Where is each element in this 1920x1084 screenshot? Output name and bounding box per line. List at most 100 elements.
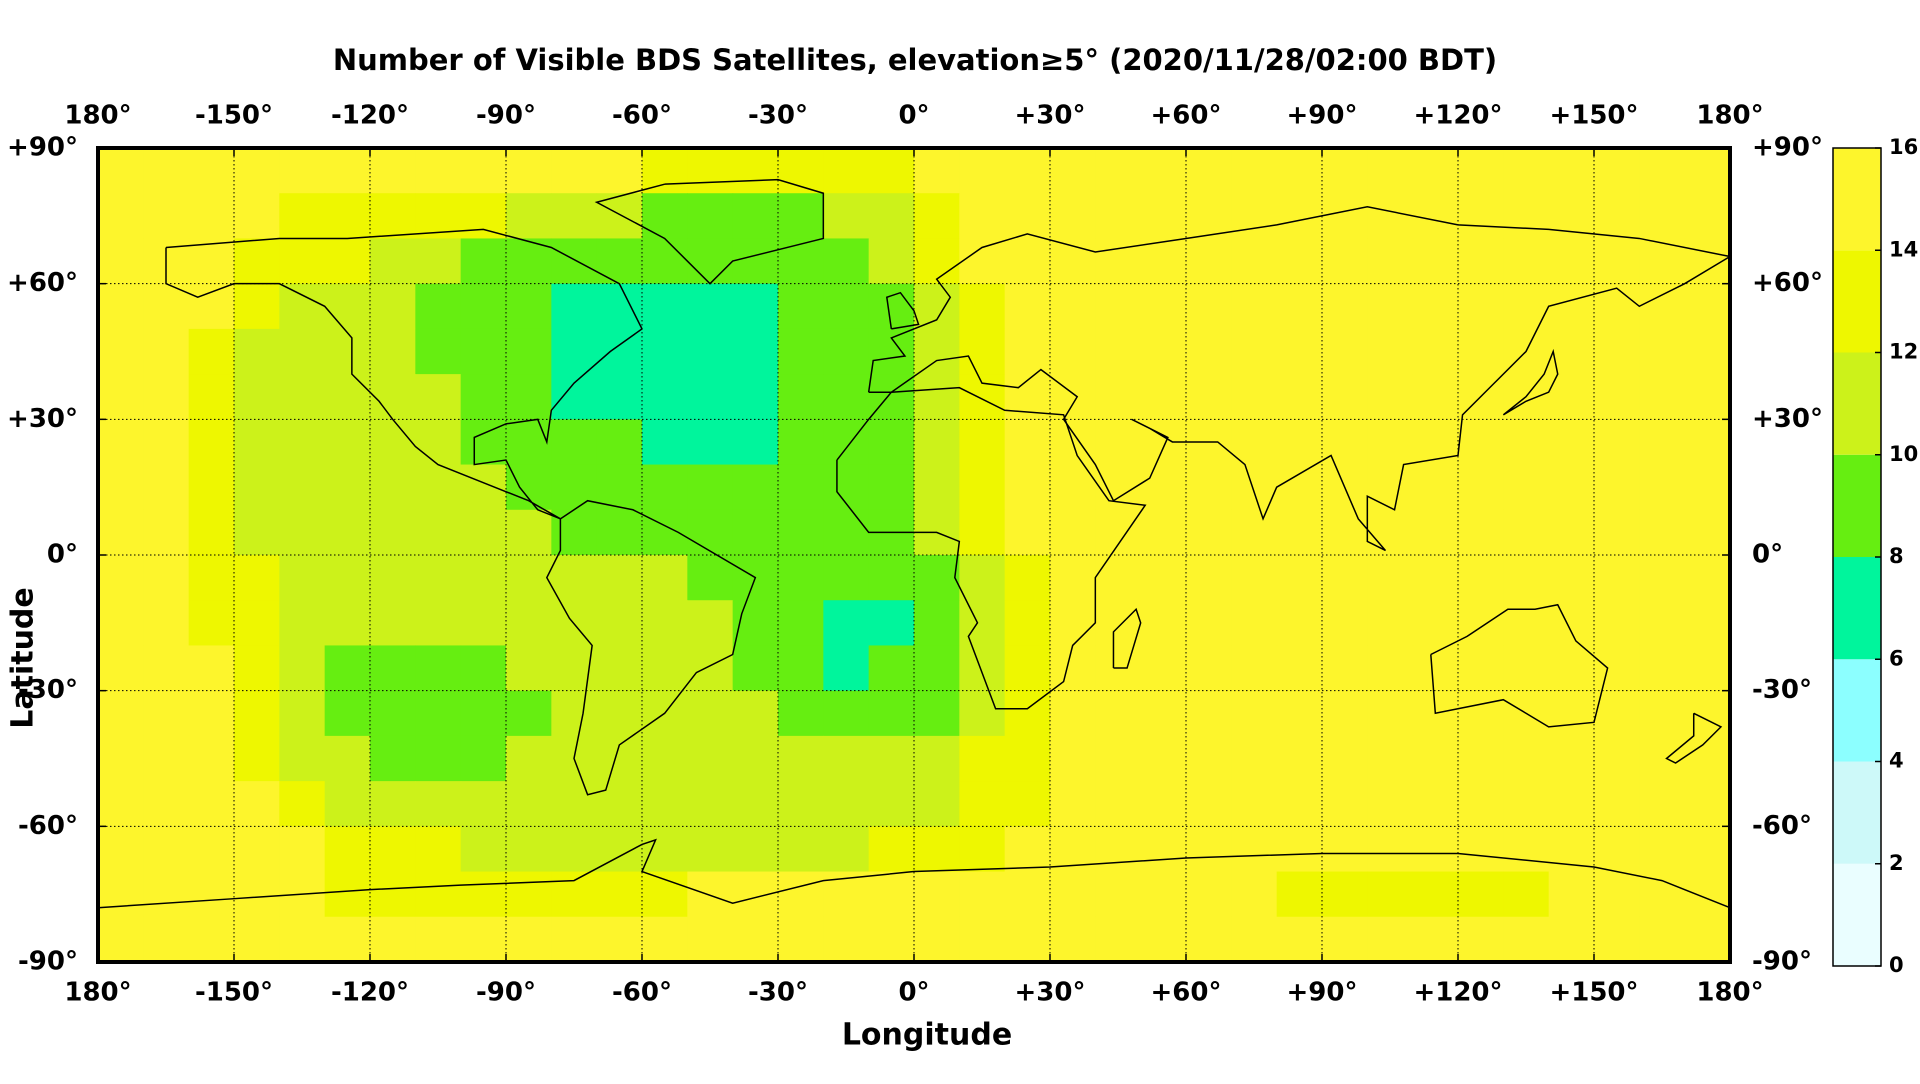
colorbar: 0 2 4 6 8 10 12 14 16 bbox=[1832, 135, 1918, 977]
cell bbox=[687, 871, 734, 918]
cell bbox=[279, 148, 326, 194]
cell bbox=[188, 826, 235, 873]
cell bbox=[823, 916, 870, 963]
cell bbox=[687, 735, 734, 782]
cell bbox=[551, 148, 598, 194]
cell bbox=[1231, 328, 1278, 375]
cell bbox=[1186, 645, 1232, 692]
colorbar-band bbox=[1833, 352, 1881, 455]
cell bbox=[1548, 735, 1595, 782]
y-tick-label-left: +30° bbox=[7, 404, 78, 434]
cell bbox=[687, 464, 734, 511]
cell bbox=[460, 781, 507, 827]
cell bbox=[506, 509, 552, 556]
cell bbox=[1231, 871, 1278, 918]
cell bbox=[1231, 374, 1278, 420]
cell bbox=[823, 419, 870, 466]
cell bbox=[324, 464, 371, 511]
cell bbox=[1231, 826, 1278, 873]
cell bbox=[868, 735, 915, 782]
cell bbox=[596, 509, 643, 556]
cell bbox=[959, 555, 1006, 601]
cell bbox=[415, 509, 462, 556]
cell bbox=[687, 600, 734, 646]
cell bbox=[642, 916, 688, 963]
cell bbox=[1594, 781, 1640, 827]
cell bbox=[1322, 193, 1368, 239]
cell bbox=[823, 374, 870, 420]
colorbar-tick-label: 10 bbox=[1889, 442, 1918, 466]
cell bbox=[1004, 328, 1051, 375]
cell bbox=[551, 690, 598, 737]
cell bbox=[868, 419, 915, 466]
cell bbox=[1458, 690, 1504, 737]
cell bbox=[1367, 871, 1414, 918]
cell bbox=[1231, 238, 1278, 285]
cell bbox=[370, 735, 416, 782]
cell bbox=[687, 781, 734, 827]
cell bbox=[1095, 871, 1142, 918]
cell bbox=[98, 509, 144, 556]
cell bbox=[279, 374, 326, 420]
cell bbox=[778, 374, 824, 420]
cell bbox=[687, 826, 734, 873]
cell bbox=[1412, 238, 1459, 285]
cell bbox=[324, 374, 371, 420]
cell bbox=[732, 193, 779, 239]
x-tick-label-bottom: +60° bbox=[1151, 978, 1222, 1008]
cell bbox=[1594, 193, 1640, 239]
cell bbox=[596, 555, 643, 601]
cell bbox=[1004, 690, 1051, 737]
cell bbox=[415, 600, 462, 646]
cell bbox=[1140, 871, 1187, 918]
cell bbox=[1412, 328, 1459, 375]
cell bbox=[279, 193, 326, 239]
cell bbox=[687, 238, 734, 285]
cell bbox=[596, 781, 643, 827]
cell bbox=[914, 826, 960, 873]
cell bbox=[1322, 419, 1368, 466]
cell bbox=[1412, 916, 1459, 963]
cell bbox=[1639, 509, 1686, 556]
cell bbox=[914, 781, 960, 827]
cell bbox=[1548, 555, 1595, 601]
x-tick-label-top: +120° bbox=[1413, 101, 1502, 131]
cell bbox=[370, 781, 416, 827]
cell bbox=[1140, 735, 1187, 782]
cell bbox=[460, 238, 507, 285]
cell bbox=[370, 645, 416, 692]
cell bbox=[1004, 645, 1051, 692]
cell bbox=[1140, 555, 1187, 601]
cell bbox=[1639, 419, 1686, 466]
cell bbox=[1594, 690, 1640, 737]
coast-south-america bbox=[547, 501, 756, 795]
cell bbox=[506, 645, 552, 692]
cell bbox=[506, 690, 552, 737]
cell bbox=[687, 690, 734, 737]
cell bbox=[778, 464, 824, 511]
cell bbox=[1050, 193, 1096, 239]
cell bbox=[732, 781, 779, 827]
coastlines bbox=[98, 180, 1730, 908]
cell bbox=[188, 148, 235, 194]
cell bbox=[143, 283, 190, 330]
cell bbox=[1594, 509, 1640, 556]
cell bbox=[551, 916, 598, 963]
cell bbox=[506, 464, 552, 511]
cell bbox=[551, 826, 598, 873]
cell bbox=[143, 509, 190, 556]
cell bbox=[370, 193, 416, 239]
cell bbox=[1140, 193, 1187, 239]
cell bbox=[1276, 464, 1323, 511]
cell bbox=[188, 735, 235, 782]
cell bbox=[1276, 555, 1323, 601]
cell bbox=[460, 283, 507, 330]
cell bbox=[1231, 916, 1278, 963]
cell bbox=[868, 781, 915, 827]
cell bbox=[823, 781, 870, 827]
x-tick-label-bottom: 180° bbox=[64, 978, 131, 1008]
heatmap-cells bbox=[98, 148, 1731, 963]
cell bbox=[415, 690, 462, 737]
cell bbox=[778, 871, 824, 918]
cell bbox=[324, 148, 371, 194]
